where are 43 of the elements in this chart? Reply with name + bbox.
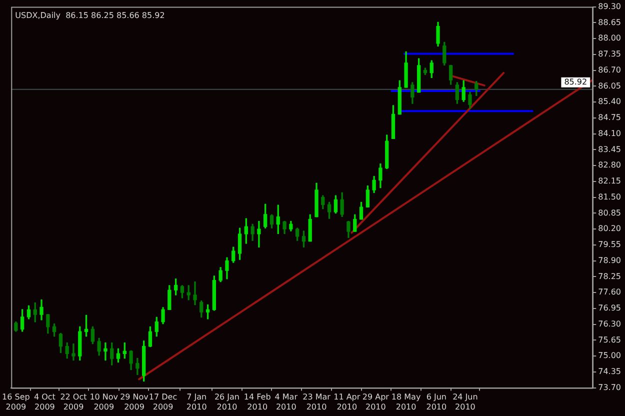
y-tick-label: 86.70 bbox=[598, 65, 622, 74]
y-tick-label: 75.00 bbox=[598, 351, 622, 360]
ref-line-label: 85.92 bbox=[564, 77, 588, 86]
x-tick-label: 16 Sep 2009 bbox=[2, 392, 30, 412]
y-tick-label: 78.90 bbox=[598, 256, 622, 265]
x-tick-label: 18 May 2010 bbox=[391, 392, 421, 412]
x-tick-label: 4 Mar 2010 bbox=[274, 392, 298, 412]
y-tick-label: 80.85 bbox=[598, 208, 622, 218]
y-tick-label: 85.40 bbox=[598, 97, 622, 106]
y-tick-label: 89.30 bbox=[598, 2, 622, 11]
y-tick-label: 88.00 bbox=[598, 34, 622, 43]
y-tick-label: 73.70 bbox=[598, 382, 622, 392]
y-tick-label: 87.35 bbox=[598, 50, 622, 59]
x-tick-label: 14 Feb 2010 bbox=[244, 392, 271, 412]
x-tick-label: 23 Mar 2010 bbox=[302, 392, 332, 412]
y-tick-label: 86.05 bbox=[598, 81, 622, 90]
x-tick-label: 6 Jun 2010 bbox=[426, 392, 447, 412]
y-tick-label: 78.25 bbox=[598, 272, 622, 281]
y-tick-label: 82.15 bbox=[598, 176, 622, 186]
y-tick-label: 88.65 bbox=[598, 18, 622, 27]
x-tick-label: 4 Oct 2009 bbox=[34, 392, 56, 412]
y-tick-label: 80.20 bbox=[598, 224, 622, 234]
y-tick-label: 83.45 bbox=[598, 144, 622, 154]
y-tick-label: 82.80 bbox=[598, 160, 622, 170]
x-tick-label: 17 Dec 2009 bbox=[148, 392, 178, 412]
x-tick-label: 29 Nov 2009 bbox=[120, 392, 149, 412]
x-tick-label: 22 Oct 2009 bbox=[60, 392, 87, 412]
y-tick-label: 84.10 bbox=[598, 128, 622, 138]
y-tick-label: 76.95 bbox=[598, 304, 622, 313]
y-tick-label: 75.65 bbox=[598, 335, 622, 344]
x-tick-label: 10 Nov 2009 bbox=[90, 392, 118, 412]
y-tick-label: 77.60 bbox=[598, 288, 622, 297]
x-tick-label: 26 Jan 2010 bbox=[214, 392, 240, 412]
x-tick-label: 7 Jan 2010 bbox=[186, 392, 207, 412]
y-tick-label: 79.55 bbox=[598, 240, 622, 250]
x-tick-label: 24 Jun 2010 bbox=[452, 392, 478, 412]
y-tick-label: 84.75 bbox=[598, 113, 622, 122]
y-tick-label: 74.35 bbox=[598, 367, 622, 376]
y-tick-label: 76.30 bbox=[598, 319, 622, 328]
text: USDX,Daily 86.15 86.25 85.66 85.92 bbox=[15, 10, 165, 20]
x-tick-label: 11 Apr 2010 bbox=[334, 392, 361, 412]
y-tick-label: 81.50 bbox=[598, 192, 622, 202]
x-tick-label: 29 Apr 2010 bbox=[362, 392, 390, 412]
